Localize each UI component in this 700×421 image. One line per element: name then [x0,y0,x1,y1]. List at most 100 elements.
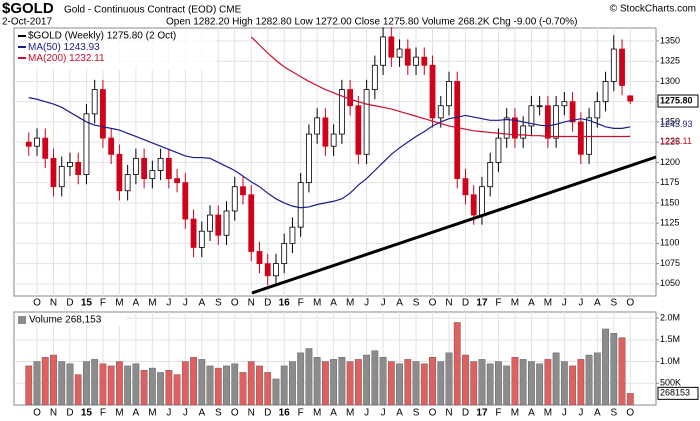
volume-bar [280,365,288,406]
x-tick-label: A [594,408,601,419]
x-tick-label: M [148,298,156,309]
x-tick-label: A [528,298,535,309]
x-tick-label: O [429,408,437,419]
x-tick-label: D [462,298,469,309]
candle-body [512,117,518,139]
volume-bar [198,359,206,406]
x-tick-label: S [413,408,420,419]
candle-body [371,64,378,90]
candle-body [264,263,271,277]
volume-bar [223,365,230,406]
x-tick-label: 16 [279,298,291,309]
candle-body [487,162,494,188]
volume-bar [313,356,321,406]
candle-body [91,89,98,115]
candle-body [215,214,222,236]
x-tick-label: A [330,298,337,309]
x-tick-label: O [231,408,239,419]
candle-body [314,117,321,135]
y-tick-label: 1100 [660,238,679,248]
candle-body [256,251,263,265]
volume-bar [157,372,164,406]
x-tick-label: N [50,408,57,419]
candle-body [207,214,213,232]
volume-bar [429,356,436,406]
volume-legend-bg [16,314,126,326]
volume-bar [173,374,181,406]
volume-bar [148,367,156,406]
candle-body [198,230,205,248]
candle-body [165,157,172,179]
candle-body [174,178,180,184]
y-tick-label: 1050 [660,278,680,288]
candle-body [322,117,329,147]
x-tick-label: J [364,298,369,309]
volume-bar [387,361,395,406]
x-tick-label: M [346,298,354,309]
volume-bar [511,356,519,406]
trend-line [251,155,657,295]
volume-bar [478,359,486,406]
candle-body [25,141,32,147]
legend-title: $GOLD (Weekly) 1275.80 (2 Oct) [28,31,176,42]
candle-body [83,113,90,175]
candle-body [141,157,148,179]
x-tick-label: O [626,408,634,419]
candle-body [100,89,106,139]
candle-body [561,101,568,107]
legend-entry: MA(50) 1243.93 [28,42,100,53]
x-tick-label: 16 [279,408,291,419]
volume-bar [247,361,255,406]
candle-body [544,105,551,139]
candle-body [67,162,73,167]
x-tick-label: D [264,408,271,419]
x-tick-label: M [115,408,123,419]
price-tag-box [657,94,699,108]
volume-bar [371,350,379,406]
y-tick-label: 1325 [660,56,680,66]
candle-body [429,64,436,119]
x-tick-label: J [381,408,386,419]
x-tick-label: A [594,298,601,309]
x-tick-label: M [511,408,519,419]
volume-bar [239,372,247,406]
candle-body [231,186,238,212]
candle-body [454,81,461,179]
volume-bar [462,354,469,406]
candle-body [182,182,189,220]
candle-body [157,157,164,171]
y-tick-label: 1150 [660,197,679,207]
x-tick-label: N [50,298,57,309]
candle-body [149,170,156,179]
volume-bar [330,359,338,406]
x-tick-label: F [100,408,106,419]
quote: Open 1282.20 High 1282.80 Low 1272.00 Cl… [166,17,577,28]
x-tick-label: 17 [476,298,488,309]
volume-bar [231,363,239,406]
x-tick-label: N [248,298,255,309]
volume-bar [569,365,577,406]
x-tick-label: N [445,298,452,309]
volume-bar [503,365,511,406]
volume-bar [593,352,601,406]
credit: © StockCharts.com [610,4,696,15]
legend-value: 1232.11 [69,53,105,64]
candle-body [421,56,428,66]
volume-bar [470,361,478,406]
x-tick-label: D [66,298,73,309]
legend-swatch [18,316,26,324]
candle-body [470,194,477,216]
candle-body [124,174,131,192]
x-tick-label: M [544,408,552,419]
x-tick-label: J [381,298,386,309]
volume-bar [420,363,428,406]
x-tick-label: 15 [81,298,93,309]
x-tick-label: J [183,408,188,419]
x-tick-label: O [231,298,239,309]
volume-bar [338,356,346,406]
candle-body [462,178,469,196]
candle-body [281,242,288,265]
x-tick-label: M [115,298,123,309]
instrument-name: Gold - Continuous Contract (EOD) CME [64,5,242,16]
candle-body [338,89,345,135]
